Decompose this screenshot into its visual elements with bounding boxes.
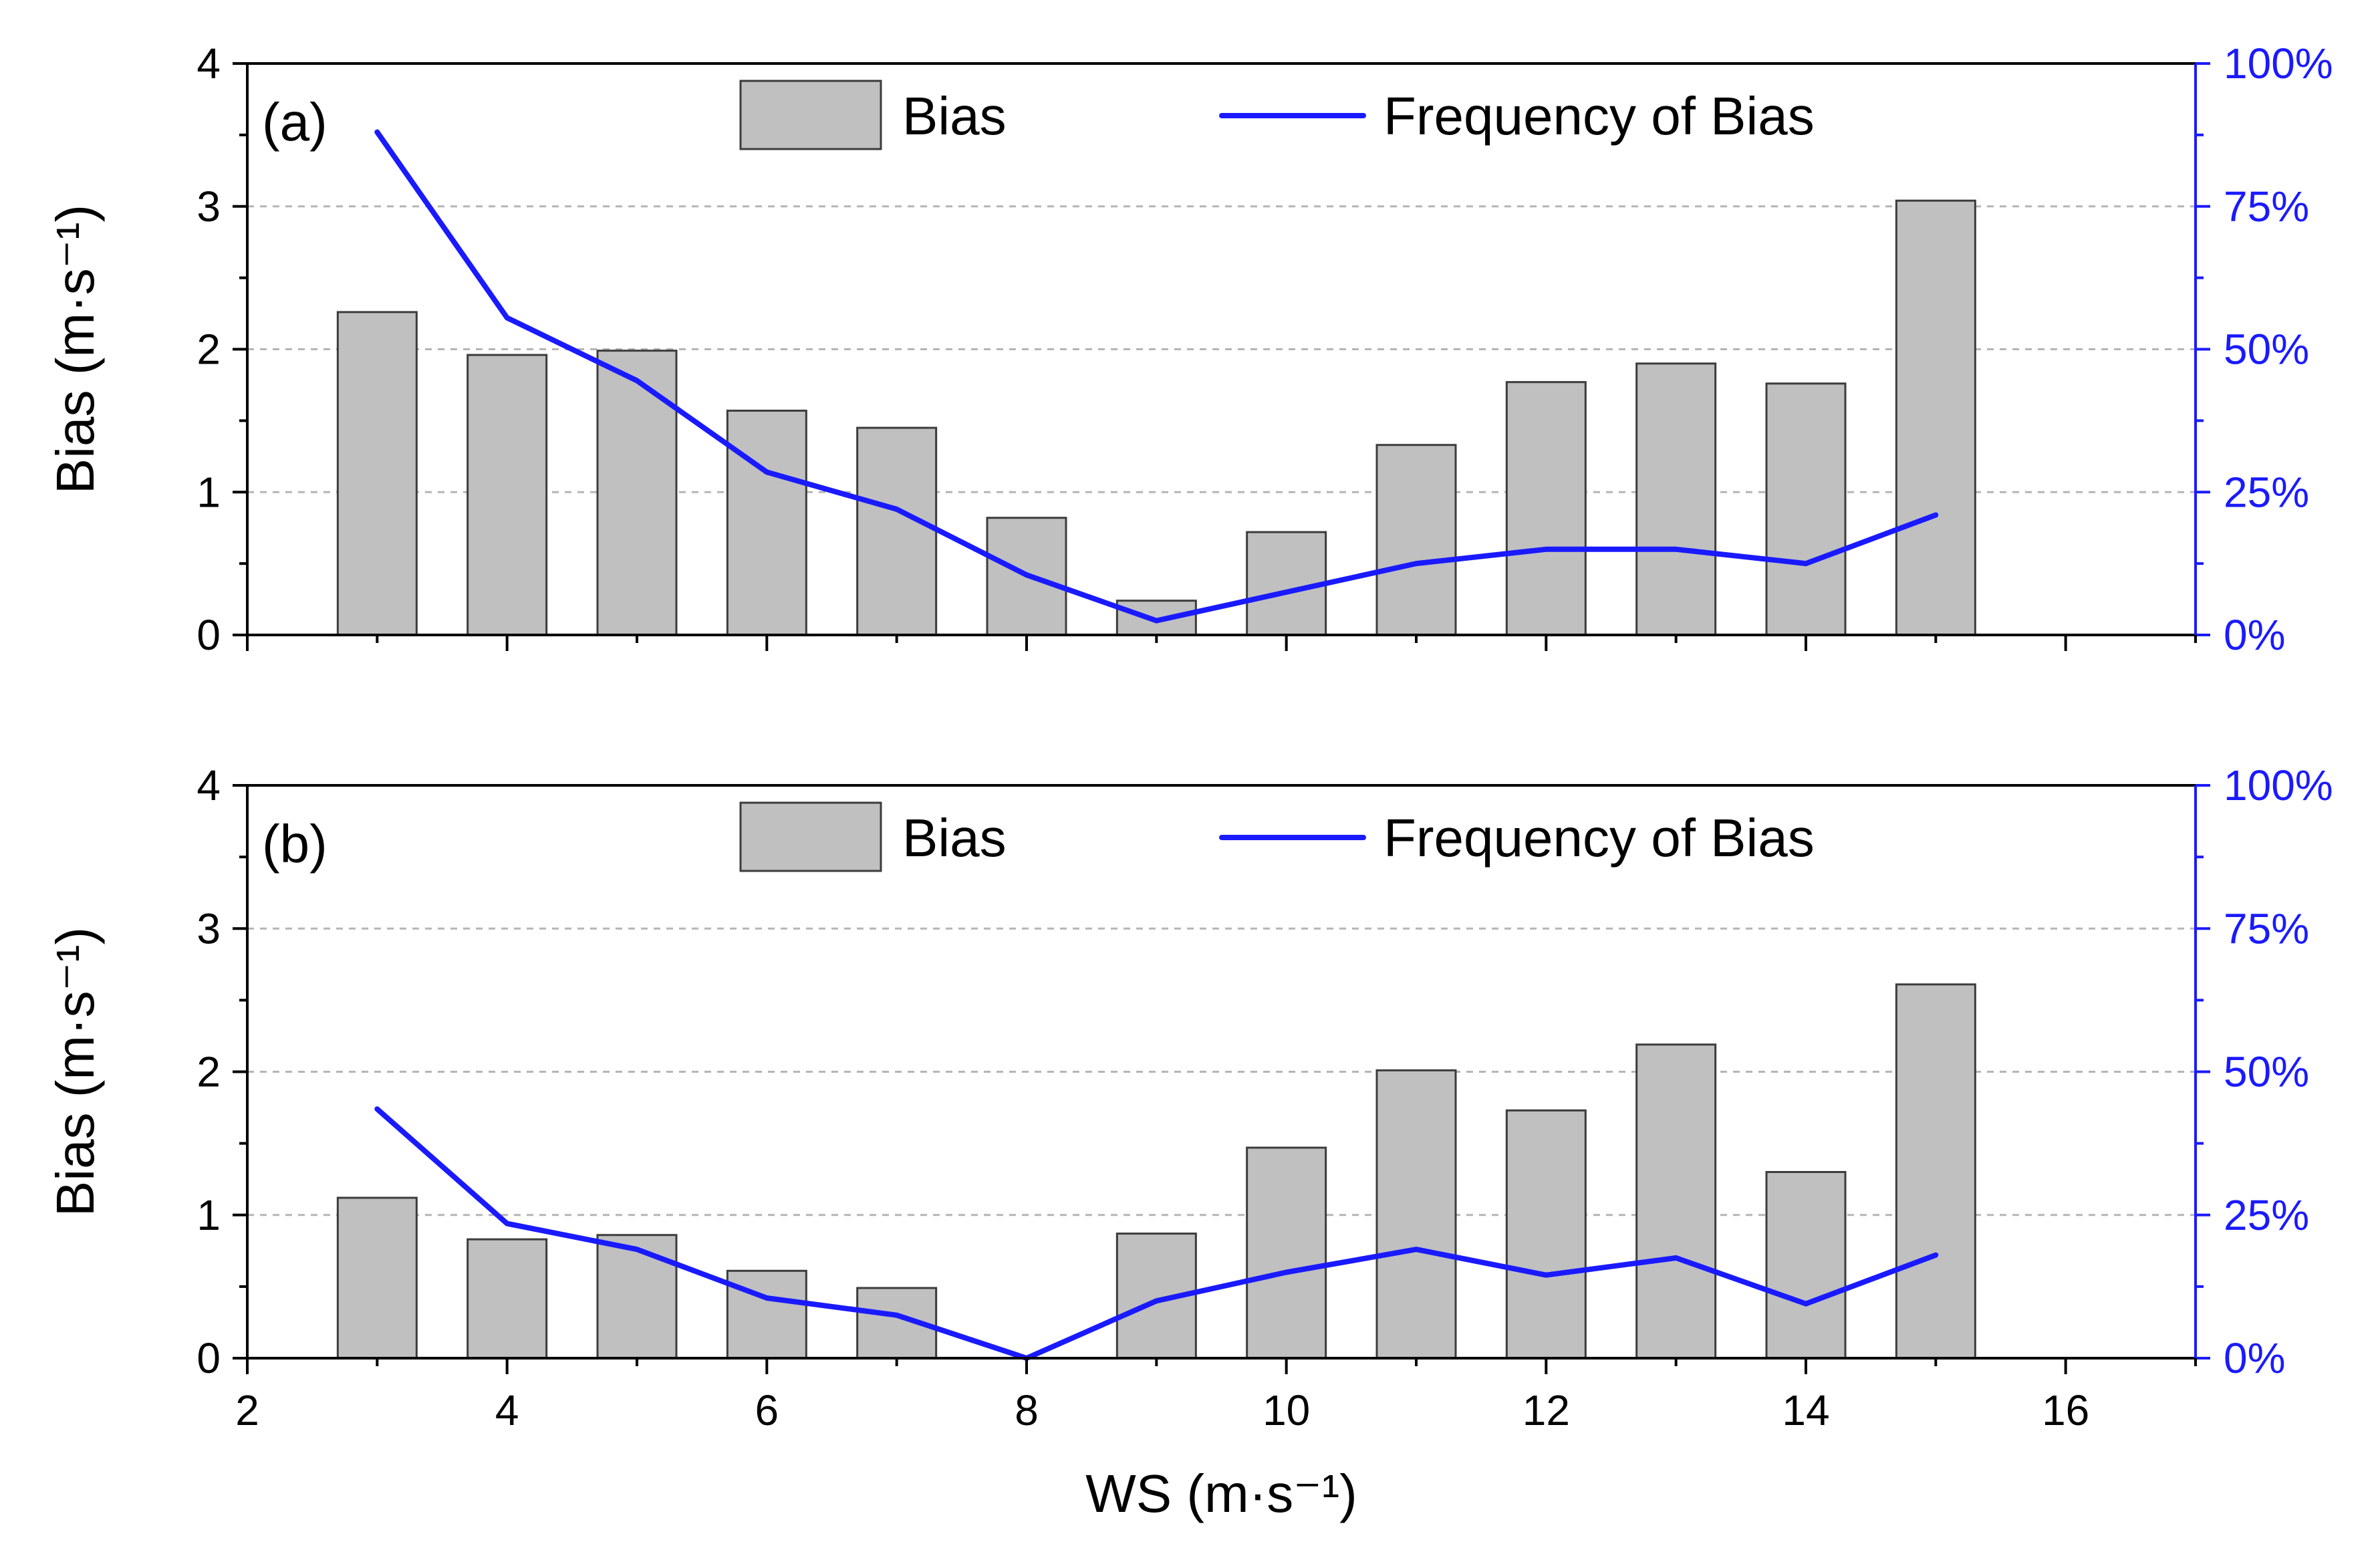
bias-bar [726,1269,807,1360]
bias-bar [1246,531,1327,636]
y-tick-label: 0 [196,1334,221,1382]
bias-bar [1765,1170,1847,1360]
y-axis-title: Bias (m·s⁻¹) [45,205,105,494]
y2-tick-label: 50% [2224,326,2309,374]
y-tick-label: 1 [196,468,221,516]
legend-label-bias: Bias [902,808,1007,868]
x-tick-label: 12 [1523,1386,1570,1434]
x-tick-label: 16 [2042,1386,2089,1434]
bias-bar [1375,444,1457,636]
bias-bar [596,1234,678,1360]
bias-bar [1635,1043,1717,1360]
frequency-line [374,129,1939,624]
bias-bar [467,1238,548,1360]
bias-bar [1375,1069,1457,1360]
x-axis-title: WS (m·s⁻¹) [1085,1464,1357,1523]
bias-bar [1115,600,1197,636]
x-tick-label: 8 [1015,1386,1039,1434]
y-tick-label: 4 [196,761,221,809]
y-tick-label: 3 [196,904,221,952]
bias-bar [336,311,418,636]
y2-tick-label: 100% [2224,761,2333,809]
panel-label: (b) [262,814,327,874]
y-tick-label: 4 [196,39,221,88]
y2-tick-label: 25% [2224,468,2309,516]
panel-a: 0 1 2 3 4 0% 25% 50% 75% 100% Bias (m·s⁻¹) (a) Bias F… [45,39,2333,659]
y2-tick-label: 75% [2224,904,2309,952]
bias-bar [336,1196,418,1360]
x-tick-label: 6 [755,1386,779,1434]
x-tick-label: 10 [1263,1386,1310,1434]
y2-tick-label: 100% [2224,39,2333,88]
x-tick-label: 14 [1782,1386,1829,1434]
y-axis-title: Bias (m·s⁻¹) [45,927,105,1216]
bias-bar [856,426,938,636]
frequency-line [374,1106,1939,1361]
bias-bar [726,409,807,636]
y2-tick-label: 0% [2224,611,2286,659]
bias-bar [1505,381,1587,636]
y2-tick-label: 0% [2224,1334,2286,1382]
y-tick-label: 3 [196,182,221,231]
legend-label-frequency: Frequency of Bias [1383,86,1815,146]
y-tick-label: 0 [196,611,221,659]
bias-bar [1505,1109,1587,1360]
bias-bar [1895,983,1976,1360]
y2-tick-label: 50% [2224,1048,2309,1096]
y-tick-label: 2 [196,1048,221,1096]
legend-label-bias: Bias [902,86,1007,146]
bias-bar [1246,1146,1327,1360]
y-tick-label: 2 [196,326,221,374]
panel-label: (a) [262,92,327,152]
y2-tick-label: 75% [2224,182,2309,231]
legend-swatch-bias [739,80,882,150]
bias-bar [467,354,548,636]
y2-tick-label: 25% [2224,1191,2309,1239]
legend-swatch-bias [739,801,882,872]
bias-bar [1895,199,1976,636]
x-tick-label: 2 [235,1386,259,1434]
x-tick-label: 4 [495,1386,519,1434]
bias-bar [1765,382,1847,636]
bias-bar [1635,362,1717,636]
y-tick-label: 1 [196,1191,221,1239]
bias-bar [596,350,678,636]
legend-label-frequency: Frequency of Bias [1383,808,1815,868]
